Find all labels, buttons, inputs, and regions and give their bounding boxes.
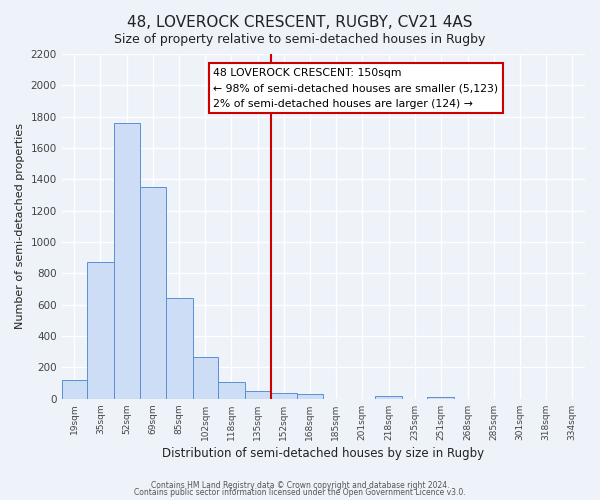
Text: Contains public sector information licensed under the Open Government Licence v3: Contains public sector information licen… bbox=[134, 488, 466, 497]
Text: Contains HM Land Registry data © Crown copyright and database right 2024.: Contains HM Land Registry data © Crown c… bbox=[151, 480, 449, 490]
Bar bbox=[140, 187, 166, 399]
Bar bbox=[245, 391, 271, 399]
Text: 48, LOVEROCK CRESCENT, RUGBY, CV21 4AS: 48, LOVEROCK CRESCENT, RUGBY, CV21 4AS bbox=[127, 15, 473, 30]
Bar bbox=[427, 398, 454, 399]
Bar bbox=[166, 298, 193, 399]
Y-axis label: Number of semi-detached properties: Number of semi-detached properties bbox=[15, 124, 25, 330]
Bar bbox=[87, 262, 113, 399]
X-axis label: Distribution of semi-detached houses by size in Rugby: Distribution of semi-detached houses by … bbox=[162, 447, 484, 460]
Bar bbox=[218, 382, 245, 399]
Text: Size of property relative to semi-detached houses in Rugby: Size of property relative to semi-detach… bbox=[115, 32, 485, 46]
Bar bbox=[62, 380, 87, 399]
Bar bbox=[193, 356, 218, 399]
Bar bbox=[296, 394, 323, 399]
Text: 48 LOVEROCK CRESCENT: 150sqm
← 98% of semi-detached houses are smaller (5,123)
2: 48 LOVEROCK CRESCENT: 150sqm ← 98% of se… bbox=[214, 68, 499, 109]
Bar bbox=[113, 123, 140, 399]
Bar bbox=[376, 396, 402, 399]
Bar bbox=[271, 394, 296, 399]
